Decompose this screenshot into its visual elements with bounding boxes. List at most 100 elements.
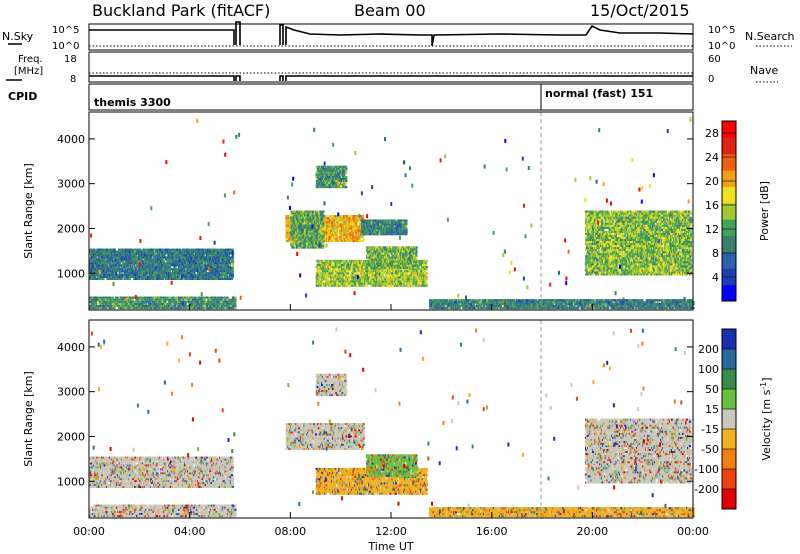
echo-cell: [104, 258, 106, 260]
freq-bottom-value: 8: [70, 74, 76, 85]
echo-cell: [96, 270, 98, 272]
echo-cell: [172, 255, 174, 257]
echo-cell: [170, 256, 172, 258]
echo-cell: [216, 278, 218, 280]
echo-cell: [106, 264, 108, 266]
echo-cell: [148, 253, 150, 255]
echo-cell: [178, 276, 180, 278]
echo-cell: [177, 256, 179, 258]
echo-cell: [218, 272, 220, 274]
echo-cell: [122, 276, 124, 278]
echo-cell: [162, 278, 164, 280]
echo-cell: [159, 264, 161, 266]
echo-cell: [161, 262, 163, 264]
echo-cell: [104, 266, 106, 268]
echo-cell: [126, 253, 128, 255]
echo-cell: [215, 272, 217, 274]
echo-cell: [162, 274, 164, 276]
echo-cell: [153, 256, 155, 258]
echo-cell: [171, 274, 173, 276]
echo-cell: [182, 256, 184, 258]
echo-cell: [152, 258, 154, 260]
echo-cell: [119, 264, 121, 266]
echo-cell: [188, 268, 190, 270]
nsky-trace: [89, 22, 693, 46]
echo-cell: [94, 249, 96, 251]
echo-cell: [104, 276, 106, 278]
echo-cell: [124, 268, 126, 270]
echo-cell: [154, 255, 156, 257]
echo-cell: [124, 255, 126, 257]
echo-cell: [179, 260, 181, 262]
echo-cell: [121, 272, 123, 274]
echo-cell: [171, 253, 173, 255]
echo-cell: [102, 268, 104, 270]
nave-label: Nave: [750, 64, 778, 77]
nsky-bottom-label: 10^0: [52, 41, 79, 52]
echo-cell: [172, 256, 174, 258]
echo-cell: [119, 262, 121, 264]
echo-cell: [199, 266, 201, 268]
echo-cell: [118, 276, 120, 278]
echo-cell: [218, 260, 220, 262]
freq-label-line1: Freq.: [18, 54, 43, 65]
echo-cell: [180, 266, 182, 268]
echo-cell: [125, 266, 127, 268]
nsearch-bottom-label: 10^0: [708, 41, 735, 52]
date-label: 15/Oct/2015: [590, 1, 690, 20]
echo-cell: [203, 255, 205, 257]
echo-cell: [193, 272, 195, 274]
echo-cell: [144, 262, 146, 264]
echo-cell: [104, 272, 106, 274]
echo-cell: [162, 258, 164, 260]
echo-cell: [161, 253, 163, 255]
echo-cell: [125, 256, 127, 258]
echo-cell: [186, 262, 188, 264]
echo-cell: [175, 266, 177, 268]
echo-cell: [152, 251, 154, 253]
echo-cell: [94, 276, 96, 278]
echo-cell: [137, 260, 139, 262]
echo-cell: [201, 249, 203, 251]
echo-cell: [122, 260, 124, 262]
nsky-top-label: 10^5: [52, 25, 79, 36]
echo-cell: [167, 249, 169, 251]
echo-cell: [204, 268, 206, 270]
echo-cell: [145, 268, 147, 270]
echo-cell: [215, 253, 217, 255]
echo-cell: [108, 272, 110, 274]
echo-cell: [127, 266, 129, 268]
echo-cell: [149, 268, 151, 270]
echo-cell: [189, 272, 191, 274]
echo-cell: [221, 255, 223, 257]
echo-cell: [172, 258, 174, 260]
echo-cell: [146, 274, 148, 276]
echo-cell: [132, 268, 134, 270]
echo-cell: [113, 255, 115, 257]
power-echo-cells: [89, 118, 695, 310]
echo-cell: [201, 253, 203, 255]
echo-cell: [164, 255, 166, 257]
echo-cell: [99, 262, 101, 264]
cpid-mode-themis: themis 3300: [94, 96, 171, 109]
echo-cell: [91, 256, 93, 258]
echo-cell: [136, 256, 138, 258]
nave-top-value: 60: [708, 54, 721, 65]
echo-cell: [169, 270, 171, 272]
echo-cell: [208, 255, 210, 257]
echo-cell: [139, 278, 141, 280]
echo-cell: [163, 260, 165, 262]
echo-cell: [168, 264, 170, 266]
echo-cell: [164, 253, 166, 255]
echo-cell: [112, 258, 114, 260]
echo-cell: [135, 255, 137, 257]
echo-cell: [95, 256, 97, 258]
echo-cell: [154, 249, 156, 251]
nave-bottom-value: 0: [708, 74, 714, 85]
echo-cell: [199, 276, 201, 278]
echo-cell: [96, 276, 98, 278]
echo-cell: [169, 266, 171, 268]
echo-cell: [183, 268, 185, 270]
echo-cell: [135, 268, 137, 270]
echo-cell: [168, 260, 170, 262]
